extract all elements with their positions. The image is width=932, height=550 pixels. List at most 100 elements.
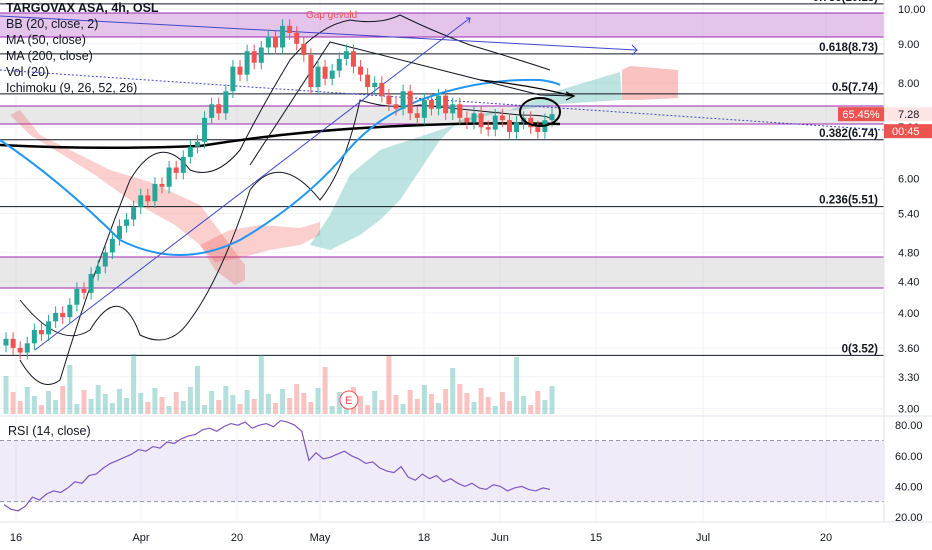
volume-bar (95, 385, 101, 414)
volume-bar (280, 389, 286, 414)
volume-bar (400, 404, 406, 414)
volume-bar (53, 400, 59, 414)
volume-bar (521, 396, 527, 414)
volume-bar (464, 393, 470, 414)
rsi-tick-label: 60.00 (895, 451, 923, 463)
volume-bar (138, 393, 144, 414)
volume-bar (499, 392, 505, 414)
candle-body (95, 266, 101, 274)
price-tick-label: 5.40 (898, 208, 919, 220)
candle-body (514, 122, 520, 132)
price-tick-label: 3.00 (898, 403, 919, 415)
last-price-label: 7.28 (898, 109, 919, 121)
volume-bar (173, 392, 179, 414)
volume-bar (159, 397, 165, 414)
volume-bar (428, 394, 434, 414)
volume-bar (180, 401, 186, 414)
candle-body (187, 146, 193, 157)
candle-body (535, 127, 541, 132)
price-tick-label: 10.00 (898, 4, 926, 16)
candle-body (407, 91, 413, 114)
candle-body (216, 104, 222, 114)
price-tick-label: 9.00 (898, 39, 919, 51)
last-price-tag (884, 107, 932, 122)
time-tick-label: Jul (696, 532, 710, 544)
price-tick-label: 4.80 (898, 247, 919, 259)
time-tick-label: 20 (231, 532, 243, 544)
candle-body (202, 117, 208, 142)
volume-bar (315, 388, 321, 414)
candle-body (499, 115, 505, 121)
candle-body (372, 82, 378, 88)
legend-bb[interactable]: BB (20, close, 2) (6, 17, 99, 31)
volume-bar (365, 405, 371, 414)
volume-bar (237, 404, 243, 414)
candle-body (549, 114, 555, 121)
volume-bar (109, 403, 115, 414)
volume-bar (393, 395, 399, 414)
volume-bar (88, 399, 94, 414)
highlight-circle (519, 97, 561, 127)
candle-body (294, 32, 300, 44)
countdown-label: 00:45 (892, 126, 920, 138)
legend-ma50[interactable]: MA (50, close) (6, 33, 86, 47)
countdown-tag (884, 124, 932, 139)
symbol-title[interactable]: TARGOVAX ASA, 4h, OSL (6, 1, 159, 15)
volume-bar (230, 395, 236, 414)
volume-bar (187, 387, 193, 414)
volume-bar (202, 405, 208, 414)
candle-body (343, 51, 349, 59)
volume-bar (358, 396, 364, 414)
candle-body (436, 95, 442, 109)
volume-bar (471, 402, 477, 414)
fib-label: 0.786(10.15) (813, 0, 878, 4)
support-zone (0, 257, 884, 288)
candle-body (116, 225, 122, 239)
legend-vol[interactable]: Vol (20) (6, 65, 50, 79)
volume-bar (67, 365, 73, 414)
rsi-title[interactable]: RSI (14, close) (8, 424, 91, 438)
rsi-tick-label: 40.00 (895, 481, 923, 493)
legend-ichimoku[interactable]: Ichimoku (9, 26, 52, 26) (6, 81, 138, 95)
volume-bar (24, 387, 30, 414)
volume-bar (152, 388, 158, 414)
candle-body (329, 70, 335, 79)
earnings-label: E (345, 395, 352, 407)
volume-bar (294, 384, 300, 414)
volume-bar (60, 386, 66, 414)
rsi-tick-label: 80.00 (895, 420, 923, 432)
candle-body (421, 99, 427, 118)
volume-bar (166, 406, 172, 414)
candle-body (74, 288, 80, 305)
candle-body (443, 95, 449, 114)
volume-bar (450, 368, 456, 414)
projection-arrow (565, 91, 576, 101)
percent-tag-label: 65.45% (842, 109, 880, 121)
candle-body (272, 36, 278, 48)
legend-ma200[interactable]: MA (200, close) (6, 49, 93, 63)
candle-body (428, 99, 434, 109)
candle-body (124, 219, 130, 226)
candle-body (450, 104, 456, 114)
candle-body (393, 104, 399, 109)
candle-body (131, 207, 137, 220)
rsi-band (0, 440, 884, 502)
candle-body (53, 312, 59, 322)
candle-body (265, 36, 271, 48)
candle-body (24, 343, 30, 353)
volume-bar (258, 355, 264, 414)
rsi-tick-label: 20.00 (895, 512, 923, 524)
candle-body (251, 51, 257, 63)
price-tick-label: 8.00 (898, 78, 919, 90)
candle-body (10, 338, 16, 348)
time-tick-label: 20 (820, 532, 832, 544)
candle-body (81, 288, 87, 293)
volume-bar (535, 391, 541, 414)
ichimoku-cloud-bullish (310, 72, 622, 250)
volume-bar (287, 398, 293, 414)
volume-bar (372, 391, 378, 414)
candle-body (350, 51, 356, 67)
volume-bar (38, 405, 44, 414)
